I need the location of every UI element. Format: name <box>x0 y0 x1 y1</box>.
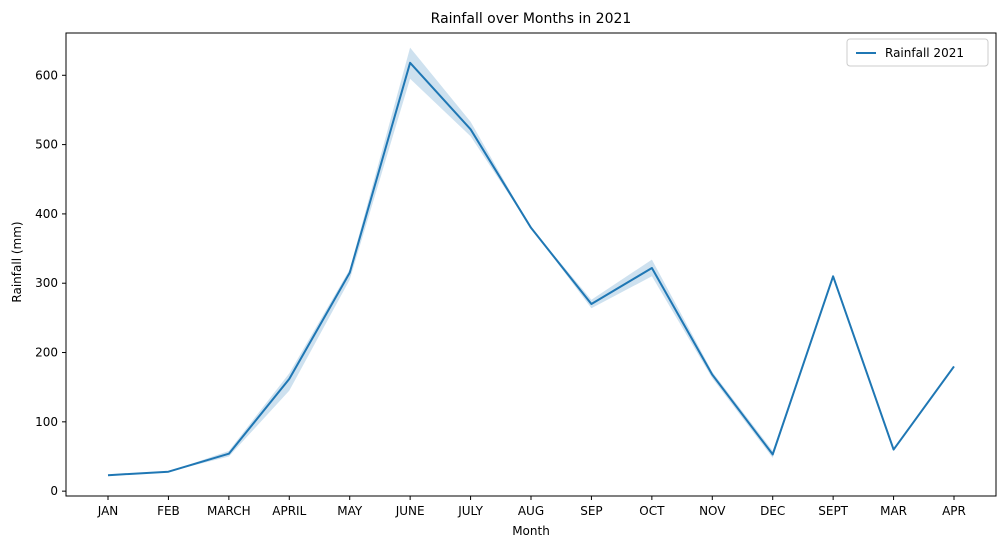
series-line <box>107 61 955 477</box>
x-tick-label: AUG <box>518 504 544 518</box>
x-tick-label: JULY <box>457 504 483 518</box>
data-point <box>590 303 592 305</box>
x-tick-label: MARCH <box>207 504 251 518</box>
y-axis-label: Rainfall (mm) <box>10 221 24 302</box>
legend-box <box>846 38 989 67</box>
x-tick-label: JUNE <box>395 504 425 518</box>
data-point <box>288 378 290 380</box>
x-tick-label: DEC <box>760 504 785 518</box>
x-tick-label: SEP <box>580 504 602 518</box>
data-point <box>409 62 411 64</box>
data-point <box>832 275 834 277</box>
plot-frame <box>65 32 997 497</box>
x-tick-label: APRIL <box>272 504 306 518</box>
data-point <box>953 365 955 367</box>
data-point <box>893 449 895 451</box>
data-point <box>349 272 351 274</box>
y-tick-label: 0 <box>50 484 58 498</box>
data-point <box>470 128 472 130</box>
x-tick-label: NOV <box>699 504 726 518</box>
x-tick-label: OCT <box>639 504 665 518</box>
x-tick-label: APR <box>942 504 966 518</box>
x-tick-label: MAR <box>880 504 907 518</box>
x-tick-label: FEB <box>157 504 180 518</box>
data-point <box>772 453 774 455</box>
data-point <box>107 474 109 476</box>
x-tick-label: JAN <box>97 504 119 518</box>
y-tick-label: 500 <box>35 138 58 152</box>
y-tick-label: 400 <box>35 207 58 221</box>
x-tick-label: SEPT <box>818 504 848 518</box>
confidence-band <box>108 47 954 476</box>
chart-title: Rainfall over Months in 2021 <box>431 11 632 27</box>
x-axis-label: Month <box>512 524 550 538</box>
data-point <box>711 374 713 376</box>
legend-label: Rainfall 2021 <box>885 46 964 60</box>
y-tick-label: 600 <box>35 68 58 82</box>
data-point <box>530 227 532 229</box>
x-tick-label: MAY <box>337 504 363 518</box>
y-tick-label: 200 <box>35 346 58 360</box>
plot-area: 0 100 200 300 400 500 600 JAN FEB MARCH APRIL MAY JU… <box>35 32 997 518</box>
y-tick-label: 100 <box>35 415 58 429</box>
data-point <box>228 453 230 455</box>
y-tick-label: 300 <box>35 276 58 290</box>
data-point <box>651 267 653 269</box>
data-point <box>167 471 169 473</box>
